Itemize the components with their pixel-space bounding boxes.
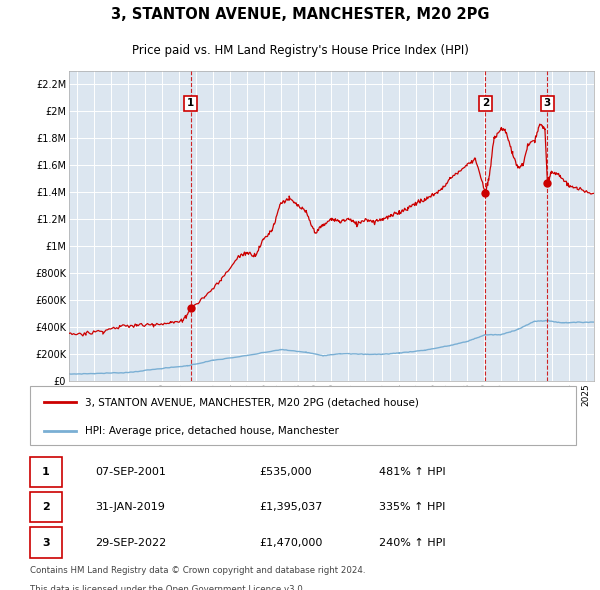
Text: 2: 2 bbox=[42, 502, 50, 512]
Text: 07-SEP-2001: 07-SEP-2001 bbox=[95, 467, 166, 477]
Text: 3, STANTON AVENUE, MANCHESTER, M20 2PG (detached house): 3, STANTON AVENUE, MANCHESTER, M20 2PG (… bbox=[85, 398, 418, 407]
Text: Contains HM Land Registry data © Crown copyright and database right 2024.: Contains HM Land Registry data © Crown c… bbox=[30, 566, 365, 575]
Text: 29-SEP-2022: 29-SEP-2022 bbox=[95, 537, 167, 548]
Text: £1,470,000: £1,470,000 bbox=[259, 537, 323, 548]
Text: 3, STANTON AVENUE, MANCHESTER, M20 2PG: 3, STANTON AVENUE, MANCHESTER, M20 2PG bbox=[111, 8, 489, 22]
Text: 3: 3 bbox=[42, 537, 50, 548]
Text: 3: 3 bbox=[544, 99, 551, 109]
Text: 240% ↑ HPI: 240% ↑ HPI bbox=[379, 537, 446, 548]
FancyBboxPatch shape bbox=[30, 386, 576, 445]
Text: 31-JAN-2019: 31-JAN-2019 bbox=[95, 502, 166, 512]
Text: £535,000: £535,000 bbox=[259, 467, 312, 477]
Text: HPI: Average price, detached house, Manchester: HPI: Average price, detached house, Manc… bbox=[85, 426, 338, 435]
FancyBboxPatch shape bbox=[30, 457, 62, 487]
FancyBboxPatch shape bbox=[30, 527, 62, 558]
Text: Price paid vs. HM Land Registry's House Price Index (HPI): Price paid vs. HM Land Registry's House … bbox=[131, 44, 469, 57]
Text: 481% ↑ HPI: 481% ↑ HPI bbox=[379, 467, 446, 477]
Text: 1: 1 bbox=[42, 467, 50, 477]
Text: This data is licensed under the Open Government Licence v3.0.: This data is licensed under the Open Gov… bbox=[30, 585, 305, 590]
Text: 2: 2 bbox=[482, 99, 489, 109]
FancyBboxPatch shape bbox=[30, 492, 62, 522]
Text: £1,395,037: £1,395,037 bbox=[259, 502, 323, 512]
Text: 1: 1 bbox=[187, 99, 194, 109]
Text: 335% ↑ HPI: 335% ↑ HPI bbox=[379, 502, 446, 512]
